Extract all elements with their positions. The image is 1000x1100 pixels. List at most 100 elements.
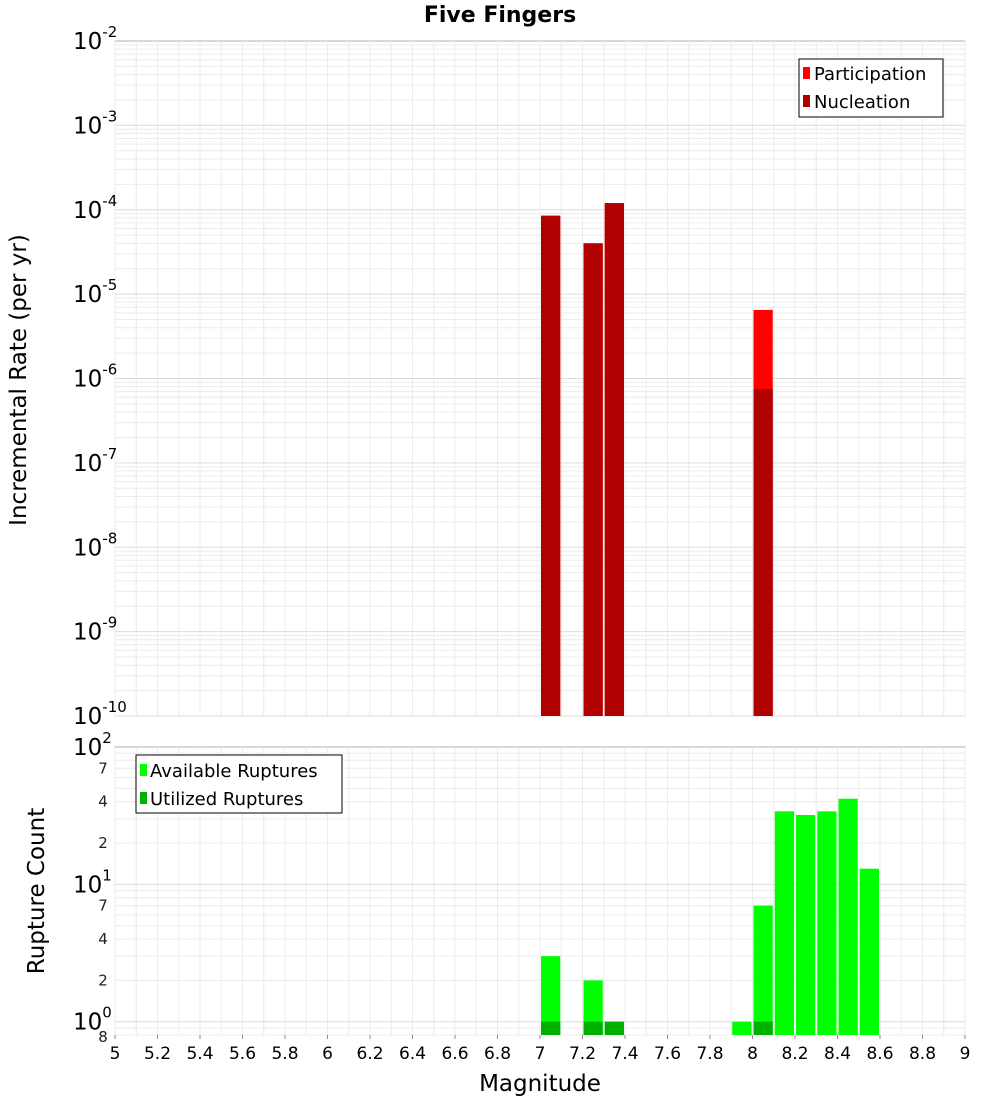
nucleation-legend-label: Nucleation <box>814 92 910 113</box>
count-y-tick-base: 10 <box>73 735 102 761</box>
chart-title: Five Fingers <box>424 3 576 28</box>
available-legend-label: Available Ruptures <box>150 761 318 782</box>
x-tick-label: 9 <box>960 1044 971 1064</box>
nucleation-legend-swatch <box>803 95 810 107</box>
utilized-bar <box>583 1021 603 1035</box>
rate-y-tick-label: 10-3 <box>73 107 117 139</box>
x-tick-label: 5.4 <box>186 1044 213 1064</box>
x-tick-label: 6.4 <box>399 1044 426 1064</box>
available-bar <box>796 814 816 1035</box>
x-tick-label: 6.2 <box>356 1044 383 1064</box>
count-y-tick-base: 10 <box>73 872 102 898</box>
available-bar <box>753 905 773 1035</box>
rate-y-tick-label: 10-10 <box>73 698 127 730</box>
x-tick-label: 6.6 <box>441 1044 468 1064</box>
x-tick-label: 6 <box>322 1044 333 1064</box>
count-legend: Available Ruptures Utilized Ruptures <box>135 754 343 814</box>
rate-y-tick-exponent: -5 <box>102 276 117 294</box>
x-tick-label: 5.8 <box>271 1044 298 1064</box>
utilized-legend-label: Utilized Ruptures <box>150 789 303 810</box>
x-tick-label: 5 <box>110 1044 121 1064</box>
rate-legend-box <box>798 58 944 118</box>
utilized-bar <box>604 1021 624 1035</box>
count-y-tick-label: 102 <box>73 729 112 761</box>
count-y-tick-label: 101 <box>73 866 112 898</box>
rate-grid <box>114 41 966 717</box>
utilized-bar <box>753 1021 773 1035</box>
x-tick-label: 8.4 <box>824 1044 851 1064</box>
rate-y-tick-label: 10-7 <box>73 445 117 477</box>
rate-y-tick-base: 10 <box>73 282 102 308</box>
rate-panel: 10-210-310-410-510-610-710-810-910-10 In… <box>6 23 966 730</box>
nucleation-bar <box>753 389 773 716</box>
count-y-tick-exponent: 1 <box>102 866 112 884</box>
x-tick-label: 7.6 <box>654 1044 681 1064</box>
x-tick-label: 7.2 <box>569 1044 596 1064</box>
x-tick-label: 6.8 <box>484 1044 511 1064</box>
x-tick-label: 8.8 <box>909 1044 936 1064</box>
available-bar <box>859 868 879 1035</box>
nucleation-bar <box>583 243 603 717</box>
available-bar <box>817 811 837 1035</box>
count-y-minor-tick-label: 7 <box>98 897 108 915</box>
rate-y-tick-exponent: -6 <box>102 361 117 379</box>
participation-legend-label: Participation <box>814 64 926 85</box>
count-y-minor-tick-label: 2 <box>98 834 108 852</box>
rate-y-ticks: 10-210-310-410-510-610-710-810-910-10 <box>73 23 127 730</box>
available-bar <box>541 956 561 1035</box>
x-tick-label: 7 <box>535 1044 546 1064</box>
count-legend-box <box>135 754 343 814</box>
available-bar <box>838 798 858 1035</box>
available-bar <box>583 980 603 1035</box>
x-axis-label: Magnitude <box>479 1071 601 1097</box>
x-tick-label: 5.6 <box>229 1044 256 1064</box>
count-y-minor-tick-label: 7 <box>98 759 108 777</box>
rate-legend: Participation Nucleation <box>798 58 944 118</box>
rate-y-tick-base: 10 <box>73 198 102 224</box>
rate-y-tick-label: 10-5 <box>73 276 117 308</box>
nucleation-bar <box>541 215 561 717</box>
count-y-minor-tick-label: 4 <box>98 930 108 948</box>
rate-y-tick-exponent: -2 <box>102 23 117 41</box>
available-bar <box>732 1021 752 1035</box>
count-y-tick-exponent: 0 <box>102 1004 112 1022</box>
rate-y-tick-base: 10 <box>73 113 102 139</box>
rate-y-tick-exponent: -7 <box>102 445 117 463</box>
x-tick-label: 8.2 <box>781 1044 808 1064</box>
rate-y-tick-label: 10-8 <box>73 529 117 561</box>
x-axis-ticks: 5 5.2 5.4 5.6 5.8 6 6.2 6.4 6.6 6.8 7 7.2 7.4 7.6 7.8 8… <box>110 1035 971 1064</box>
rate-y-tick-exponent: -8 <box>102 529 117 547</box>
rate-y-axis-label: Incremental Rate (per yr) <box>6 234 32 526</box>
rate-y-tick-exponent: -4 <box>102 192 117 210</box>
count-y-tick-exponent: 2 <box>102 729 112 747</box>
rate-y-tick-base: 10 <box>73 367 102 393</box>
available-legend-swatch <box>140 764 147 776</box>
rate-y-tick-label: 10-4 <box>73 192 117 224</box>
rate-y-tick-label: 10-9 <box>73 614 117 646</box>
count-y-tick-label: 100 <box>73 1004 112 1036</box>
rate-y-tick-label: 10-6 <box>73 361 117 393</box>
rate-y-tick-base: 10 <box>73 535 102 561</box>
nucleation-bar <box>604 203 624 716</box>
count-y-tick-base: 10 <box>73 1010 102 1036</box>
rate-y-tick-label: 10-2 <box>73 23 117 55</box>
rate-y-tick-exponent: -3 <box>102 107 117 125</box>
participation-legend-swatch <box>803 67 810 79</box>
count-y-minor-tick-label: 2 <box>98 971 108 989</box>
count-y-axis-label: Rupture Count <box>24 808 50 974</box>
rate-y-tick-base: 10 <box>73 451 102 477</box>
x-tick-label: 7.8 <box>696 1044 723 1064</box>
x-tick-label: 8 <box>747 1044 758 1064</box>
x-tick-label: 7.4 <box>611 1044 638 1064</box>
count-bars <box>541 798 879 1035</box>
count-y-minor-tick-label: 4 <box>98 793 108 811</box>
rate-y-tick-base: 10 <box>73 620 102 646</box>
rate-y-tick-base: 10 <box>73 704 102 730</box>
utilized-bar <box>541 1021 561 1035</box>
x-tick-label: 8.6 <box>866 1044 893 1064</box>
available-bar <box>774 811 794 1035</box>
rate-y-tick-base: 10 <box>73 29 102 55</box>
count-y-minor-tick-label: 8 <box>98 1028 108 1046</box>
